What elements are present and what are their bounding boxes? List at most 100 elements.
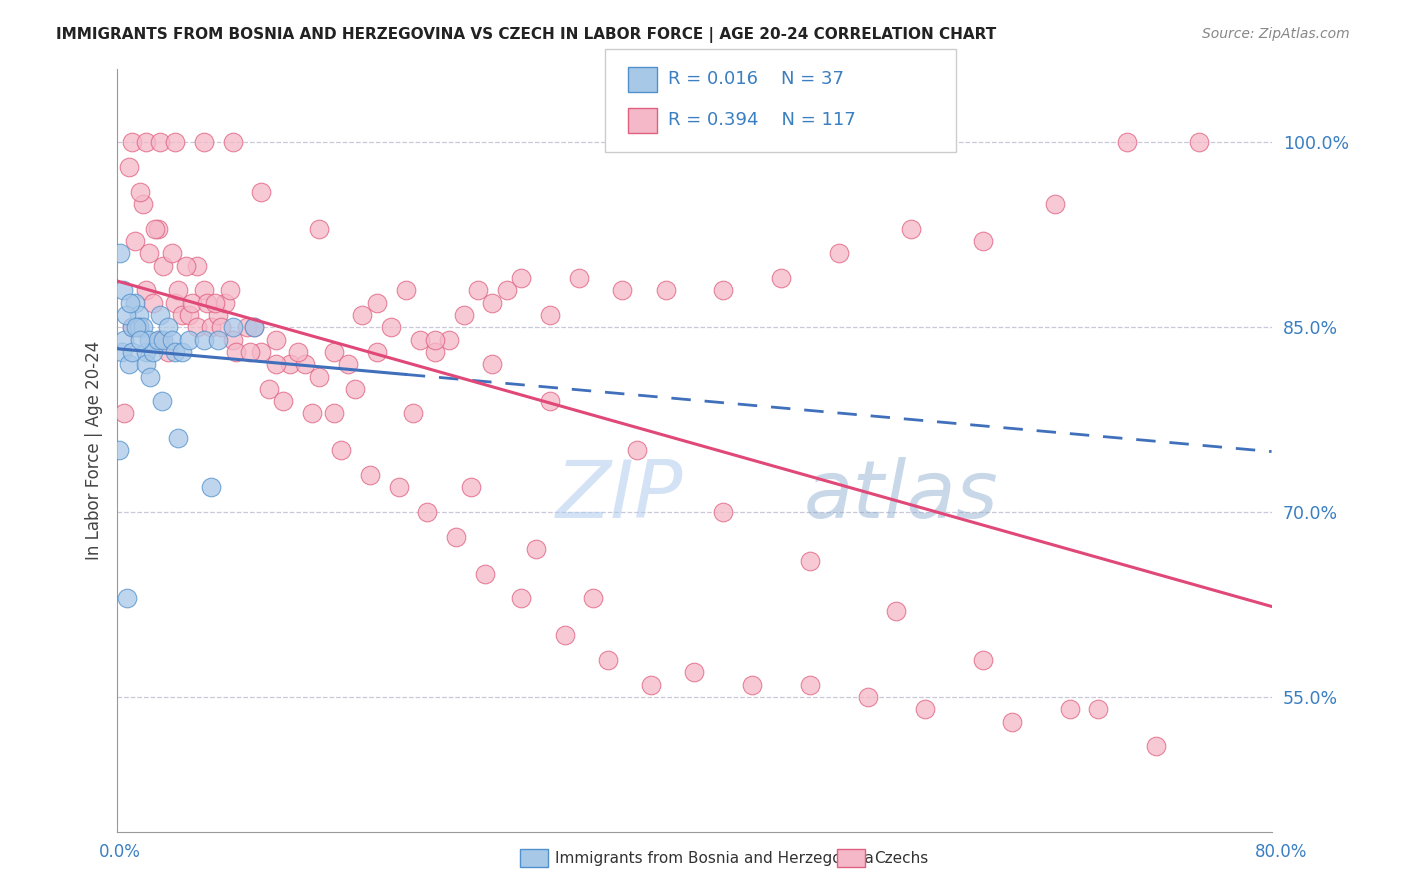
Point bbox=[163, 295, 186, 310]
Point bbox=[166, 283, 188, 297]
Point bbox=[264, 333, 287, 347]
Point bbox=[453, 308, 475, 322]
Point bbox=[914, 702, 936, 716]
Point bbox=[143, 221, 166, 235]
Point bbox=[204, 295, 226, 310]
Point bbox=[132, 197, 155, 211]
Point bbox=[510, 591, 533, 606]
Point bbox=[166, 431, 188, 445]
Point bbox=[972, 653, 994, 667]
Point bbox=[152, 259, 174, 273]
Point bbox=[135, 283, 157, 297]
Point bbox=[280, 357, 302, 371]
Point bbox=[193, 333, 215, 347]
Point bbox=[200, 480, 222, 494]
Text: ZIP: ZIP bbox=[555, 458, 683, 535]
Point bbox=[626, 443, 648, 458]
Point bbox=[200, 320, 222, 334]
Point bbox=[156, 345, 179, 359]
Point bbox=[121, 136, 143, 150]
Point bbox=[138, 246, 160, 260]
Point bbox=[1001, 714, 1024, 729]
Point bbox=[322, 407, 344, 421]
Point bbox=[538, 394, 561, 409]
Point bbox=[359, 468, 381, 483]
Point bbox=[121, 320, 143, 334]
Point bbox=[366, 295, 388, 310]
Point bbox=[236, 320, 259, 334]
Point bbox=[250, 345, 273, 359]
Point bbox=[711, 283, 734, 297]
Point bbox=[108, 246, 131, 260]
Point bbox=[181, 295, 204, 310]
Point bbox=[176, 259, 198, 273]
Point bbox=[828, 246, 851, 260]
Point bbox=[120, 295, 142, 310]
Point bbox=[128, 308, 150, 322]
Point bbox=[121, 320, 143, 334]
Point bbox=[146, 333, 169, 347]
Point bbox=[423, 345, 446, 359]
Point bbox=[344, 382, 367, 396]
Point bbox=[124, 234, 146, 248]
Point bbox=[149, 308, 172, 322]
Point bbox=[186, 320, 208, 334]
Point bbox=[125, 320, 148, 334]
Point bbox=[118, 357, 141, 371]
Point bbox=[129, 333, 152, 347]
Text: Immigrants from Bosnia and Herzegovina: Immigrants from Bosnia and Herzegovina bbox=[555, 851, 875, 865]
Point bbox=[437, 333, 460, 347]
Point bbox=[481, 357, 503, 371]
Point bbox=[160, 333, 183, 347]
Point bbox=[886, 604, 908, 618]
Point bbox=[446, 530, 468, 544]
Point bbox=[287, 345, 309, 359]
Point bbox=[1059, 702, 1081, 716]
Point bbox=[142, 295, 165, 310]
Point bbox=[387, 480, 409, 494]
Point bbox=[799, 677, 821, 691]
Point bbox=[121, 345, 143, 359]
Point bbox=[195, 295, 218, 310]
Point bbox=[799, 554, 821, 568]
Text: IMMIGRANTS FROM BOSNIA AND HERZEGOVINA VS CZECH IN LABOR FORCE | AGE 20-24 CORRE: IMMIGRANTS FROM BOSNIA AND HERZEGOVINA V… bbox=[56, 27, 997, 43]
Point bbox=[132, 320, 155, 334]
Point bbox=[128, 320, 150, 334]
Point bbox=[146, 221, 169, 235]
Text: R = 0.016    N = 37: R = 0.016 N = 37 bbox=[668, 70, 844, 88]
Point bbox=[111, 283, 134, 297]
Point bbox=[683, 665, 706, 680]
Point bbox=[596, 653, 619, 667]
Point bbox=[221, 333, 243, 347]
Point bbox=[221, 136, 243, 150]
Point bbox=[856, 690, 879, 704]
Point bbox=[179, 333, 201, 347]
Text: 80.0%: 80.0% bbox=[1256, 843, 1308, 861]
Point bbox=[900, 221, 922, 235]
Point bbox=[366, 345, 388, 359]
Point bbox=[172, 308, 194, 322]
Point bbox=[257, 382, 280, 396]
Point bbox=[163, 345, 186, 359]
Point bbox=[135, 136, 157, 150]
Point bbox=[207, 333, 229, 347]
Point bbox=[124, 295, 146, 310]
Point bbox=[1043, 197, 1066, 211]
Point bbox=[301, 407, 323, 421]
Point bbox=[112, 333, 135, 347]
Point bbox=[769, 271, 792, 285]
Point bbox=[149, 333, 172, 347]
Point bbox=[582, 591, 605, 606]
Point bbox=[225, 345, 247, 359]
Point bbox=[1188, 136, 1211, 150]
Point bbox=[271, 394, 294, 409]
Point bbox=[1087, 702, 1109, 716]
Point bbox=[538, 308, 561, 322]
Point bbox=[460, 480, 482, 494]
Point bbox=[149, 136, 172, 150]
Point bbox=[654, 283, 676, 297]
Point bbox=[152, 333, 174, 347]
Point bbox=[135, 357, 157, 371]
Point bbox=[612, 283, 634, 297]
Text: Source: ZipAtlas.com: Source: ZipAtlas.com bbox=[1202, 27, 1350, 41]
